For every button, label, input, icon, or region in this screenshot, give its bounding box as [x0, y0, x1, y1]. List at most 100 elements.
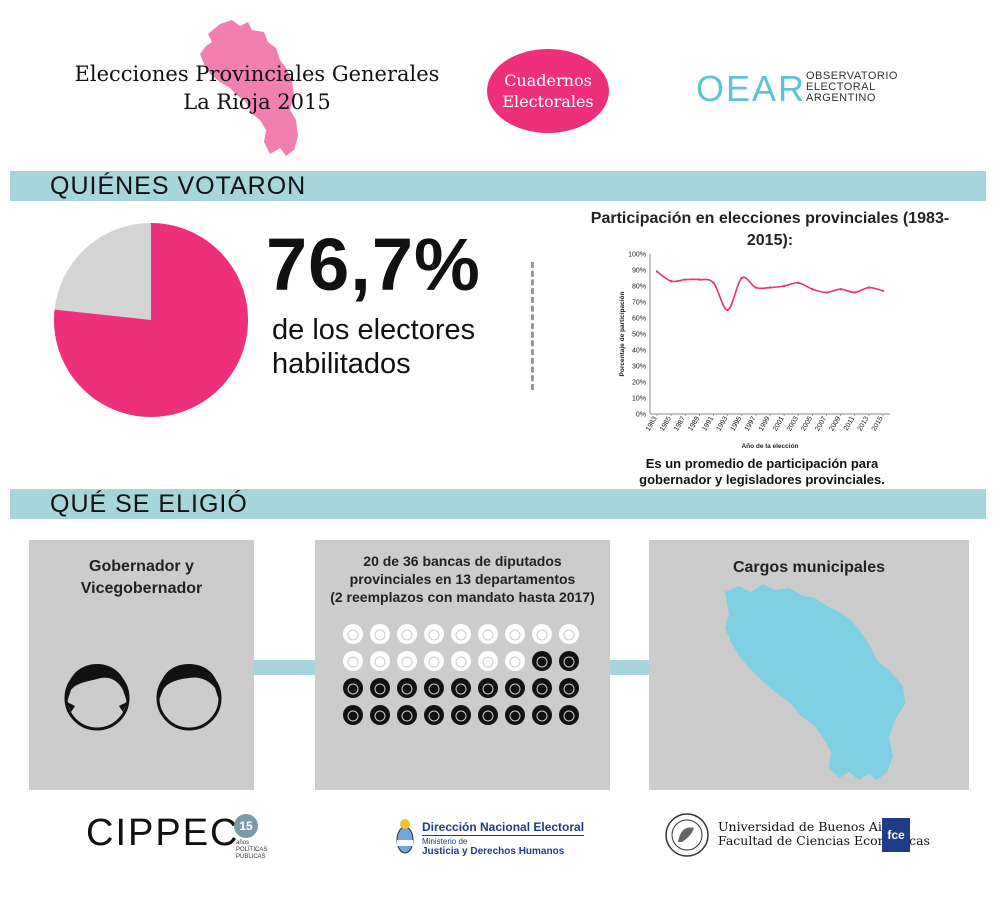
line-chart-point — [684, 278, 687, 281]
section-band-quienes-votaron — [10, 171, 986, 201]
seat-not-elected — [424, 651, 444, 671]
fce-badge: fce — [882, 818, 910, 852]
seat-elected — [532, 705, 552, 725]
line-chart-x-tick: 2007 — [814, 415, 828, 432]
line-chart-x-tick: 2005 — [800, 415, 814, 432]
line-chart-point — [782, 284, 786, 288]
cippec-years: 15 — [239, 819, 253, 833]
seat-elected — [559, 705, 579, 725]
seat-not-elected — [370, 624, 390, 644]
seat-not-elected — [451, 624, 471, 644]
turnout-description: de los electores habilitados — [272, 313, 475, 381]
line-chart-y-tick: 30% — [632, 364, 646, 371]
seat-not-elected — [505, 624, 525, 644]
line-chart-point — [669, 280, 673, 283]
seats-grid — [343, 624, 579, 725]
seat-not-elected — [505, 651, 525, 671]
box-gobernador-line2: Vicegobernador — [80, 580, 203, 597]
pie-slice-votaron — [53, 223, 248, 417]
line-chart-point — [867, 286, 871, 289]
line-chart-x-tick: 1997 — [744, 415, 758, 432]
line-chart-x-tick: 1989 — [687, 415, 701, 432]
seat-elected — [370, 678, 390, 698]
seat-not-elected — [451, 651, 471, 671]
participation-note-line1: Es un promedio de participación para — [645, 456, 879, 471]
la-rioja-map-municipal — [725, 584, 905, 780]
line-chart-y-tick: 40% — [632, 348, 646, 355]
cippec-years-badge: 15 — [234, 814, 258, 838]
line-chart-point — [726, 308, 729, 312]
line-chart-point — [853, 291, 856, 294]
seat-elected — [505, 705, 525, 725]
header-title-line2: La Rioja 2015 — [183, 90, 331, 114]
line-chart-title-text: Participación en elecciones provinciales… — [590, 210, 950, 249]
oear-line3: ARGENTINO — [806, 92, 876, 104]
seat-not-elected — [532, 624, 552, 644]
section-band-que-se-eligio — [10, 489, 986, 519]
seat-elected — [478, 678, 498, 698]
line-chart-point — [825, 291, 828, 294]
seat-elected — [370, 705, 390, 725]
line-chart-title: Participación en elecciones provinciales… — [585, 208, 955, 252]
line-chart-point — [698, 278, 701, 281]
line-chart-y-tick: 90% — [632, 268, 646, 275]
fce-label: fce — [887, 828, 905, 842]
seat-not-elected — [343, 651, 363, 671]
seat-not-elected — [370, 651, 390, 671]
line-chart-y-label: Porcentaje de participación — [619, 292, 626, 377]
box-diputados: 20 de 36 bancas de diputados provinciale… — [315, 540, 610, 790]
participation-note-line2: gobernador y legisladores provinciales. — [639, 472, 885, 487]
line-chart-point — [754, 286, 758, 289]
seat-elected — [397, 705, 417, 725]
line-chart-point — [768, 286, 772, 289]
dne-line2: Justicia y Derechos Humanos — [422, 846, 565, 857]
seat-elected — [424, 678, 444, 698]
seat-elected — [343, 678, 363, 698]
person-icon-gobernador — [64, 664, 130, 731]
participation-line-chart: 0%10%20%30%40%50%60%70%80%90%100%1983 198… — [619, 252, 890, 450]
seat-not-elected — [424, 624, 444, 644]
oear-line2: ELECTORAL — [806, 81, 876, 93]
cuadernos-badge: Cuadernos Electorales — [487, 49, 609, 133]
seat-not-elected — [478, 651, 498, 671]
uba-line1: Universidad de Buenos Aires — [718, 819, 902, 834]
dne-line1: Ministerio de — [422, 837, 468, 846]
line-chart-point — [811, 288, 814, 291]
line-chart-y-tick: 0% — [636, 412, 646, 419]
line-chart-y-tick: 20% — [632, 380, 646, 387]
line-chart-y-tick: 10% — [632, 396, 646, 403]
header-title-line1: Elecciones Provinciales Generales — [74, 62, 440, 86]
turnout-percent: 76,7% — [266, 223, 481, 306]
seat-not-elected — [559, 624, 579, 644]
cuadernos-badge-line1: Cuadernos — [504, 71, 592, 90]
seat-not-elected — [343, 624, 363, 644]
line-chart-point — [881, 289, 885, 292]
line-chart-y-tick: 80% — [632, 284, 646, 291]
line-chart-y-tick: 100% — [628, 252, 646, 259]
line-chart-point — [712, 281, 715, 284]
oear-mark: OEAR — [696, 68, 807, 109]
line-chart-y-tick: 60% — [632, 316, 646, 323]
seat-elected — [451, 705, 471, 725]
cippec-anos: años — [236, 840, 250, 846]
line-chart-point — [839, 288, 842, 291]
box-diputados-line1: 20 de 36 bancas de diputados — [363, 553, 562, 569]
line-chart-x-tick: 2003 — [786, 415, 800, 432]
seat-elected — [451, 678, 471, 698]
seat-elected — [532, 678, 552, 698]
cippec-wordmark: CIPPEC — [86, 812, 240, 854]
seat-not-elected — [397, 624, 417, 644]
section-title-que-se-eligio: QUÉ SE ELIGIÓ — [50, 490, 248, 518]
header-title: Elecciones Provinciales Generales La Rio… — [62, 60, 452, 116]
la-rioja-map-header-shape — [200, 20, 298, 156]
argentina-coat-of-arms-icon — [396, 819, 414, 854]
box-diputados-line3: (2 reemplazos con mandato hasta 2017) — [330, 589, 595, 605]
cuadernos-badge-line2: Electorales — [502, 92, 594, 111]
line-chart-series-participacion — [656, 270, 884, 311]
dne-title: Dirección Nacional Electoral — [422, 820, 585, 836]
turnout-description-line2: habilitados — [272, 348, 411, 380]
line-chart-x-label: Año de la elección — [741, 443, 798, 450]
seat-elected — [478, 705, 498, 725]
seat-elected — [397, 678, 417, 698]
box-gobernador: Gobernador y Vicegobernador — [29, 540, 254, 790]
